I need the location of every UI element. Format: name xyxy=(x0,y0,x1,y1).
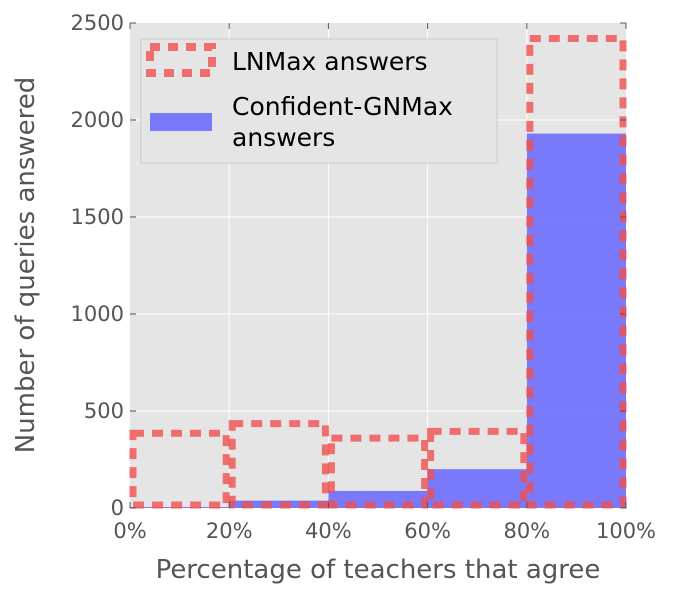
x-tick-label: 0% xyxy=(113,519,146,543)
legend: LNMax answers Confident-GNMax answers xyxy=(140,38,498,164)
y-tick-label: 2500 xyxy=(71,11,124,35)
legend-label-confident-gnmax-line-2: answers xyxy=(232,123,335,152)
x-tick-label: 60% xyxy=(404,519,451,543)
x-tick-label: 40% xyxy=(305,519,352,543)
y-tick-label: 1000 xyxy=(71,302,124,326)
x-axis-title: Percentage of teachers that agree xyxy=(156,555,601,585)
confident-gnmax-bar xyxy=(526,133,626,508)
y-tick-label: 0 xyxy=(111,496,124,520)
legend-label-confident-gnmax-line-1: Confident-GNMax xyxy=(232,92,453,121)
legend-swatch-lnmax xyxy=(146,43,216,77)
lnmax-outline-bars xyxy=(129,35,627,509)
x-tick-label: 80% xyxy=(503,519,550,543)
lnmax-bar xyxy=(228,420,329,509)
y-axis-title: Number of queries answered xyxy=(11,77,41,454)
lnmax-bar xyxy=(129,429,230,509)
legend-box xyxy=(140,38,498,164)
y-tick-label: 1500 xyxy=(71,205,124,229)
x-tick-labels: 0% 20% 40% 60% 80% 100% xyxy=(113,519,656,543)
lnmax-bar xyxy=(327,434,429,509)
y-tick-label: 500 xyxy=(84,399,124,423)
y-tick-labels: 0 500 1000 1500 2000 2500 xyxy=(71,11,124,520)
confident-gnmax-bar xyxy=(229,500,329,508)
legend-label-lnmax: LNMax answers xyxy=(232,47,428,76)
legend-swatch-confident-gnmax xyxy=(150,113,212,131)
x-tick-label: 20% xyxy=(206,519,253,543)
lnmax-bar xyxy=(526,35,627,509)
lnmax-bar xyxy=(427,427,528,509)
x-tick-label: 100% xyxy=(596,519,656,543)
y-tick-label: 2000 xyxy=(71,108,124,132)
axis-ticks xyxy=(129,22,627,509)
